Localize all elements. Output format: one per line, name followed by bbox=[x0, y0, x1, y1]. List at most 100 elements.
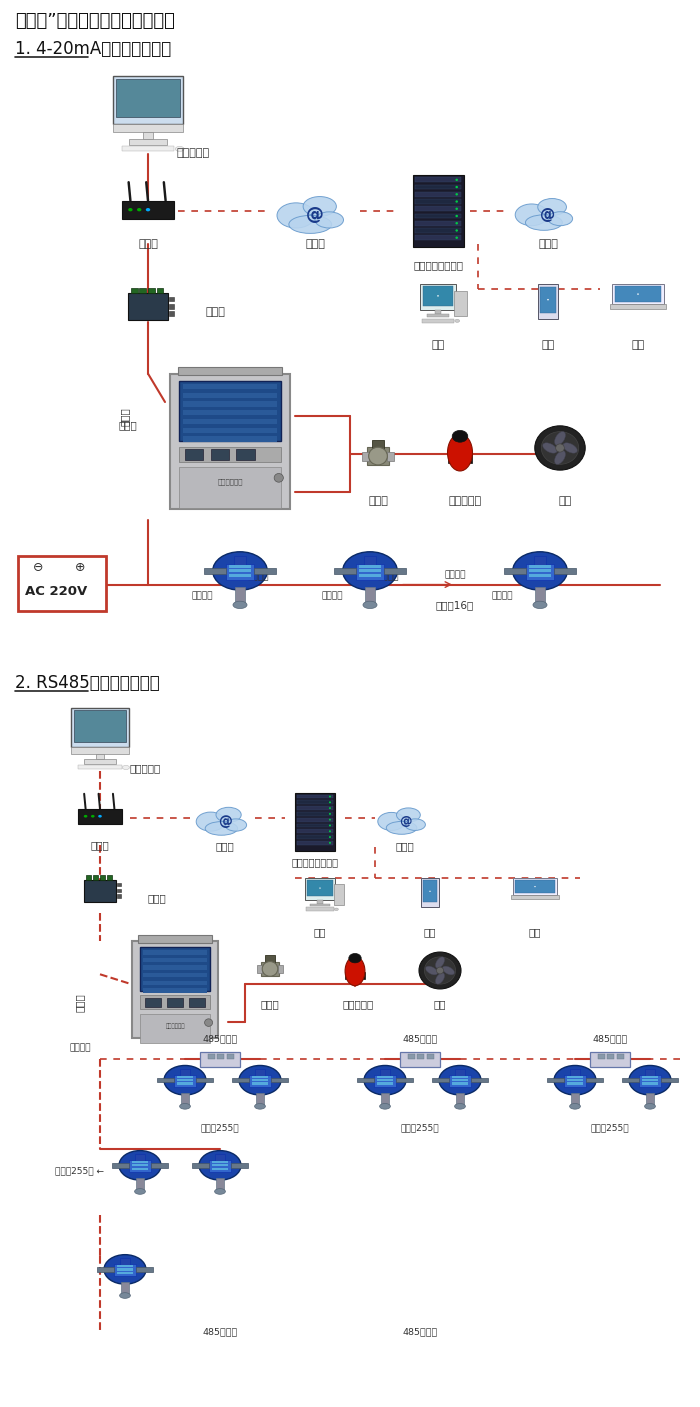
Text: @: @ bbox=[540, 207, 556, 222]
FancyBboxPatch shape bbox=[83, 879, 116, 902]
Ellipse shape bbox=[348, 1359, 388, 1387]
Ellipse shape bbox=[196, 812, 225, 832]
Ellipse shape bbox=[289, 215, 332, 234]
FancyBboxPatch shape bbox=[360, 1372, 376, 1375]
FancyBboxPatch shape bbox=[237, 449, 255, 460]
FancyBboxPatch shape bbox=[199, 1052, 240, 1067]
FancyBboxPatch shape bbox=[251, 1076, 268, 1078]
FancyBboxPatch shape bbox=[256, 1093, 264, 1104]
Ellipse shape bbox=[239, 1065, 281, 1095]
FancyBboxPatch shape bbox=[427, 1054, 434, 1058]
FancyBboxPatch shape bbox=[427, 1348, 433, 1352]
FancyBboxPatch shape bbox=[157, 288, 163, 293]
FancyBboxPatch shape bbox=[622, 1078, 639, 1082]
FancyBboxPatch shape bbox=[400, 1345, 440, 1361]
FancyBboxPatch shape bbox=[229, 566, 251, 568]
FancyBboxPatch shape bbox=[260, 1362, 270, 1369]
FancyBboxPatch shape bbox=[135, 1154, 145, 1161]
FancyBboxPatch shape bbox=[433, 1078, 449, 1082]
Text: 2. RS485信号连接系统图: 2. RS485信号连接系统图 bbox=[15, 674, 160, 692]
FancyBboxPatch shape bbox=[93, 875, 99, 879]
Ellipse shape bbox=[329, 819, 331, 820]
Ellipse shape bbox=[303, 197, 337, 217]
FancyBboxPatch shape bbox=[358, 1368, 379, 1380]
Text: 单机版电脑: 单机版电脑 bbox=[130, 763, 160, 772]
Text: 电磁阀: 电磁阀 bbox=[368, 497, 388, 507]
FancyBboxPatch shape bbox=[183, 428, 277, 433]
Text: 声光报警器: 声光报警器 bbox=[449, 497, 482, 507]
Text: 单机版电脑: 单机版电脑 bbox=[176, 148, 209, 158]
FancyBboxPatch shape bbox=[148, 288, 155, 293]
FancyBboxPatch shape bbox=[238, 1370, 255, 1375]
Text: 可连接255台: 可连接255台 bbox=[201, 1123, 239, 1133]
FancyBboxPatch shape bbox=[454, 1370, 470, 1375]
Text: 手机: 手机 bbox=[541, 340, 554, 350]
FancyBboxPatch shape bbox=[132, 1161, 148, 1164]
Ellipse shape bbox=[438, 295, 439, 297]
Ellipse shape bbox=[199, 1151, 241, 1180]
Text: 485中继器: 485中继器 bbox=[202, 1327, 237, 1337]
FancyBboxPatch shape bbox=[208, 1054, 215, 1058]
FancyBboxPatch shape bbox=[566, 1076, 583, 1078]
Ellipse shape bbox=[645, 1103, 655, 1109]
FancyBboxPatch shape bbox=[211, 1168, 228, 1169]
FancyBboxPatch shape bbox=[311, 903, 330, 906]
FancyBboxPatch shape bbox=[422, 318, 454, 324]
Ellipse shape bbox=[364, 1065, 406, 1095]
FancyBboxPatch shape bbox=[170, 374, 290, 508]
FancyBboxPatch shape bbox=[415, 177, 461, 183]
FancyBboxPatch shape bbox=[181, 1093, 188, 1104]
Ellipse shape bbox=[150, 1359, 190, 1387]
Text: 电脑: 电脑 bbox=[314, 927, 326, 937]
FancyBboxPatch shape bbox=[456, 1093, 463, 1104]
Ellipse shape bbox=[98, 815, 102, 817]
FancyBboxPatch shape bbox=[424, 881, 437, 902]
FancyBboxPatch shape bbox=[71, 747, 129, 754]
Ellipse shape bbox=[213, 552, 267, 590]
FancyBboxPatch shape bbox=[179, 381, 281, 442]
FancyBboxPatch shape bbox=[257, 965, 262, 972]
FancyBboxPatch shape bbox=[231, 1164, 248, 1168]
FancyBboxPatch shape bbox=[211, 449, 229, 460]
Text: 485中继器: 485中继器 bbox=[592, 1034, 628, 1043]
Text: 声光报警器: 声光报警器 bbox=[342, 999, 374, 1010]
Ellipse shape bbox=[369, 447, 387, 464]
FancyBboxPatch shape bbox=[554, 568, 576, 574]
Ellipse shape bbox=[526, 215, 562, 231]
FancyBboxPatch shape bbox=[345, 972, 365, 979]
Ellipse shape bbox=[456, 179, 458, 182]
FancyBboxPatch shape bbox=[504, 568, 526, 574]
FancyBboxPatch shape bbox=[84, 760, 116, 764]
FancyBboxPatch shape bbox=[642, 1076, 659, 1078]
FancyBboxPatch shape bbox=[365, 587, 375, 604]
FancyBboxPatch shape bbox=[408, 1348, 415, 1352]
FancyBboxPatch shape bbox=[138, 936, 212, 943]
Ellipse shape bbox=[137, 208, 141, 211]
Text: 电脑: 电脑 bbox=[431, 340, 444, 350]
Ellipse shape bbox=[329, 795, 331, 798]
Ellipse shape bbox=[535, 426, 585, 470]
FancyBboxPatch shape bbox=[452, 1079, 468, 1082]
Text: 485中继器: 485中继器 bbox=[402, 1034, 438, 1043]
FancyBboxPatch shape bbox=[400, 1052, 440, 1067]
FancyBboxPatch shape bbox=[477, 1384, 484, 1397]
FancyBboxPatch shape bbox=[145, 998, 160, 1007]
FancyBboxPatch shape bbox=[120, 1258, 130, 1265]
Text: 电磁阀: 电磁阀 bbox=[260, 999, 279, 1010]
FancyBboxPatch shape bbox=[139, 288, 146, 293]
Text: 信号输出: 信号输出 bbox=[191, 591, 213, 601]
FancyBboxPatch shape bbox=[251, 1082, 268, 1085]
FancyBboxPatch shape bbox=[374, 1075, 395, 1088]
Text: 通讯线: 通讯线 bbox=[75, 993, 85, 1012]
FancyBboxPatch shape bbox=[566, 1079, 583, 1082]
FancyBboxPatch shape bbox=[642, 1082, 659, 1085]
FancyBboxPatch shape bbox=[334, 884, 344, 905]
FancyBboxPatch shape bbox=[364, 556, 376, 566]
FancyBboxPatch shape bbox=[387, 452, 393, 460]
FancyBboxPatch shape bbox=[140, 947, 210, 991]
FancyBboxPatch shape bbox=[452, 1076, 468, 1078]
Ellipse shape bbox=[260, 1396, 270, 1401]
FancyBboxPatch shape bbox=[179, 446, 281, 461]
FancyBboxPatch shape bbox=[235, 587, 245, 604]
FancyBboxPatch shape bbox=[407, 1054, 414, 1058]
